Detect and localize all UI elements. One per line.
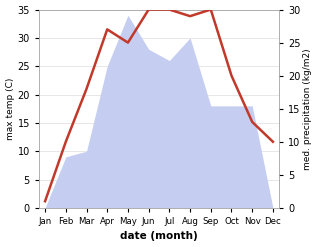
X-axis label: date (month): date (month) <box>120 231 198 242</box>
Y-axis label: max temp (C): max temp (C) <box>5 78 15 140</box>
Y-axis label: med. precipitation (kg/m2): med. precipitation (kg/m2) <box>303 48 313 169</box>
